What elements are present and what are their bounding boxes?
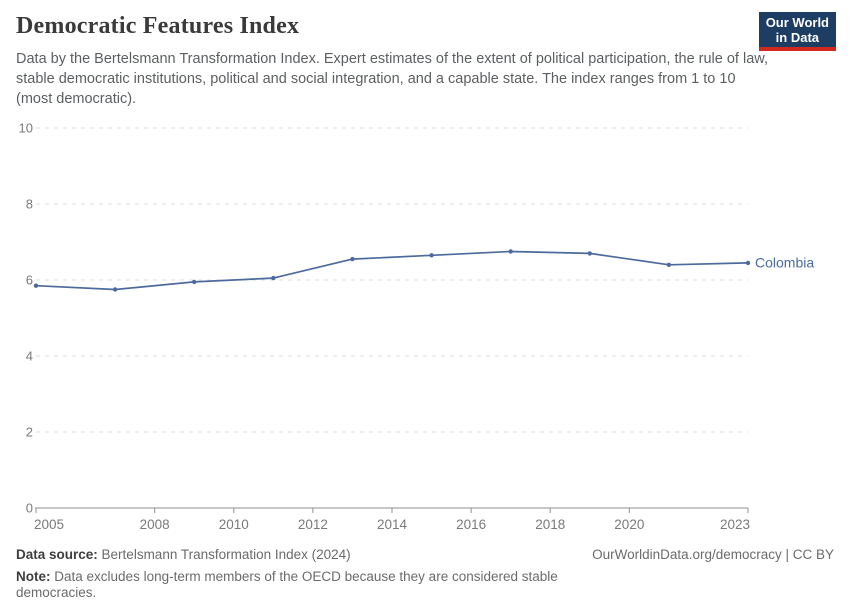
y-tick-label-0: 0	[26, 501, 33, 516]
data-source-label: Data source:	[16, 547, 98, 562]
data-point-colombia-2007	[112, 287, 118, 292]
owid-logo-line2: in Data	[775, 30, 820, 45]
x-tick-label-2023: 2023	[720, 517, 750, 532]
data-point-colombia-2015	[429, 253, 434, 258]
data-point-colombia-2021	[666, 262, 672, 267]
owid-logo[interactable]: Our World in Data	[758, 12, 836, 51]
x-tick-label-2008: 2008	[140, 517, 170, 532]
data-point-colombia-2009	[192, 279, 197, 285]
x-tick-label-2005: 2005	[34, 517, 64, 532]
footer-left: Data source: Bertelsmann Transformation …	[16, 547, 592, 600]
chart-header: Democratic Features Index Data by the Be…	[16, 13, 834, 109]
chart-footer: Data source: Bertelsmann Transformation …	[16, 547, 834, 600]
owid-logo-line1: Our World	[765, 15, 829, 30]
data-point-colombia-2019	[587, 251, 592, 256]
x-tick-label-2012: 2012	[298, 517, 328, 532]
data-source-value: Bertelsmann Transformation Index (2024)	[101, 547, 351, 562]
x-tick-label-2016: 2016	[456, 517, 486, 532]
data-point-colombia-2013	[350, 256, 355, 262]
x-tick-label-2010: 2010	[219, 517, 249, 532]
note-label: Note:	[16, 569, 51, 584]
x-tick-label-2020: 2020	[614, 517, 644, 532]
data-point-colombia-2011	[271, 275, 276, 281]
y-tick-label-10: 10	[19, 121, 33, 136]
data-point-colombia-2005	[33, 283, 39, 288]
x-tick-label-2014: 2014	[377, 517, 408, 532]
data-point-colombia-2023	[745, 260, 751, 266]
note-value: Data excludes long-term members of the O…	[16, 569, 558, 600]
y-tick-label-4: 4	[26, 349, 33, 364]
x-tick-label-2018: 2018	[535, 517, 565, 532]
series-label-colombia: Colombia	[755, 254, 814, 270]
data-point-colombia-2017	[508, 249, 513, 254]
y-tick-label-8: 8	[26, 197, 33, 212]
footer-link[interactable]: OurWorldinData.org/democracy | CC BY	[592, 547, 834, 562]
series-line-colombia	[35, 250, 749, 291]
note-line: Note: Data excludes long-term members of…	[16, 569, 592, 600]
data-source-line: Data source: Bertelsmann Transformation …	[16, 547, 592, 563]
chart-title: Democratic Features Index	[16, 13, 300, 39]
y-tick-label-6: 6	[26, 273, 33, 288]
chart-subtitle: Data by the Bertelsmann Transformation I…	[16, 51, 768, 107]
y-tick-label-2: 2	[26, 425, 33, 440]
